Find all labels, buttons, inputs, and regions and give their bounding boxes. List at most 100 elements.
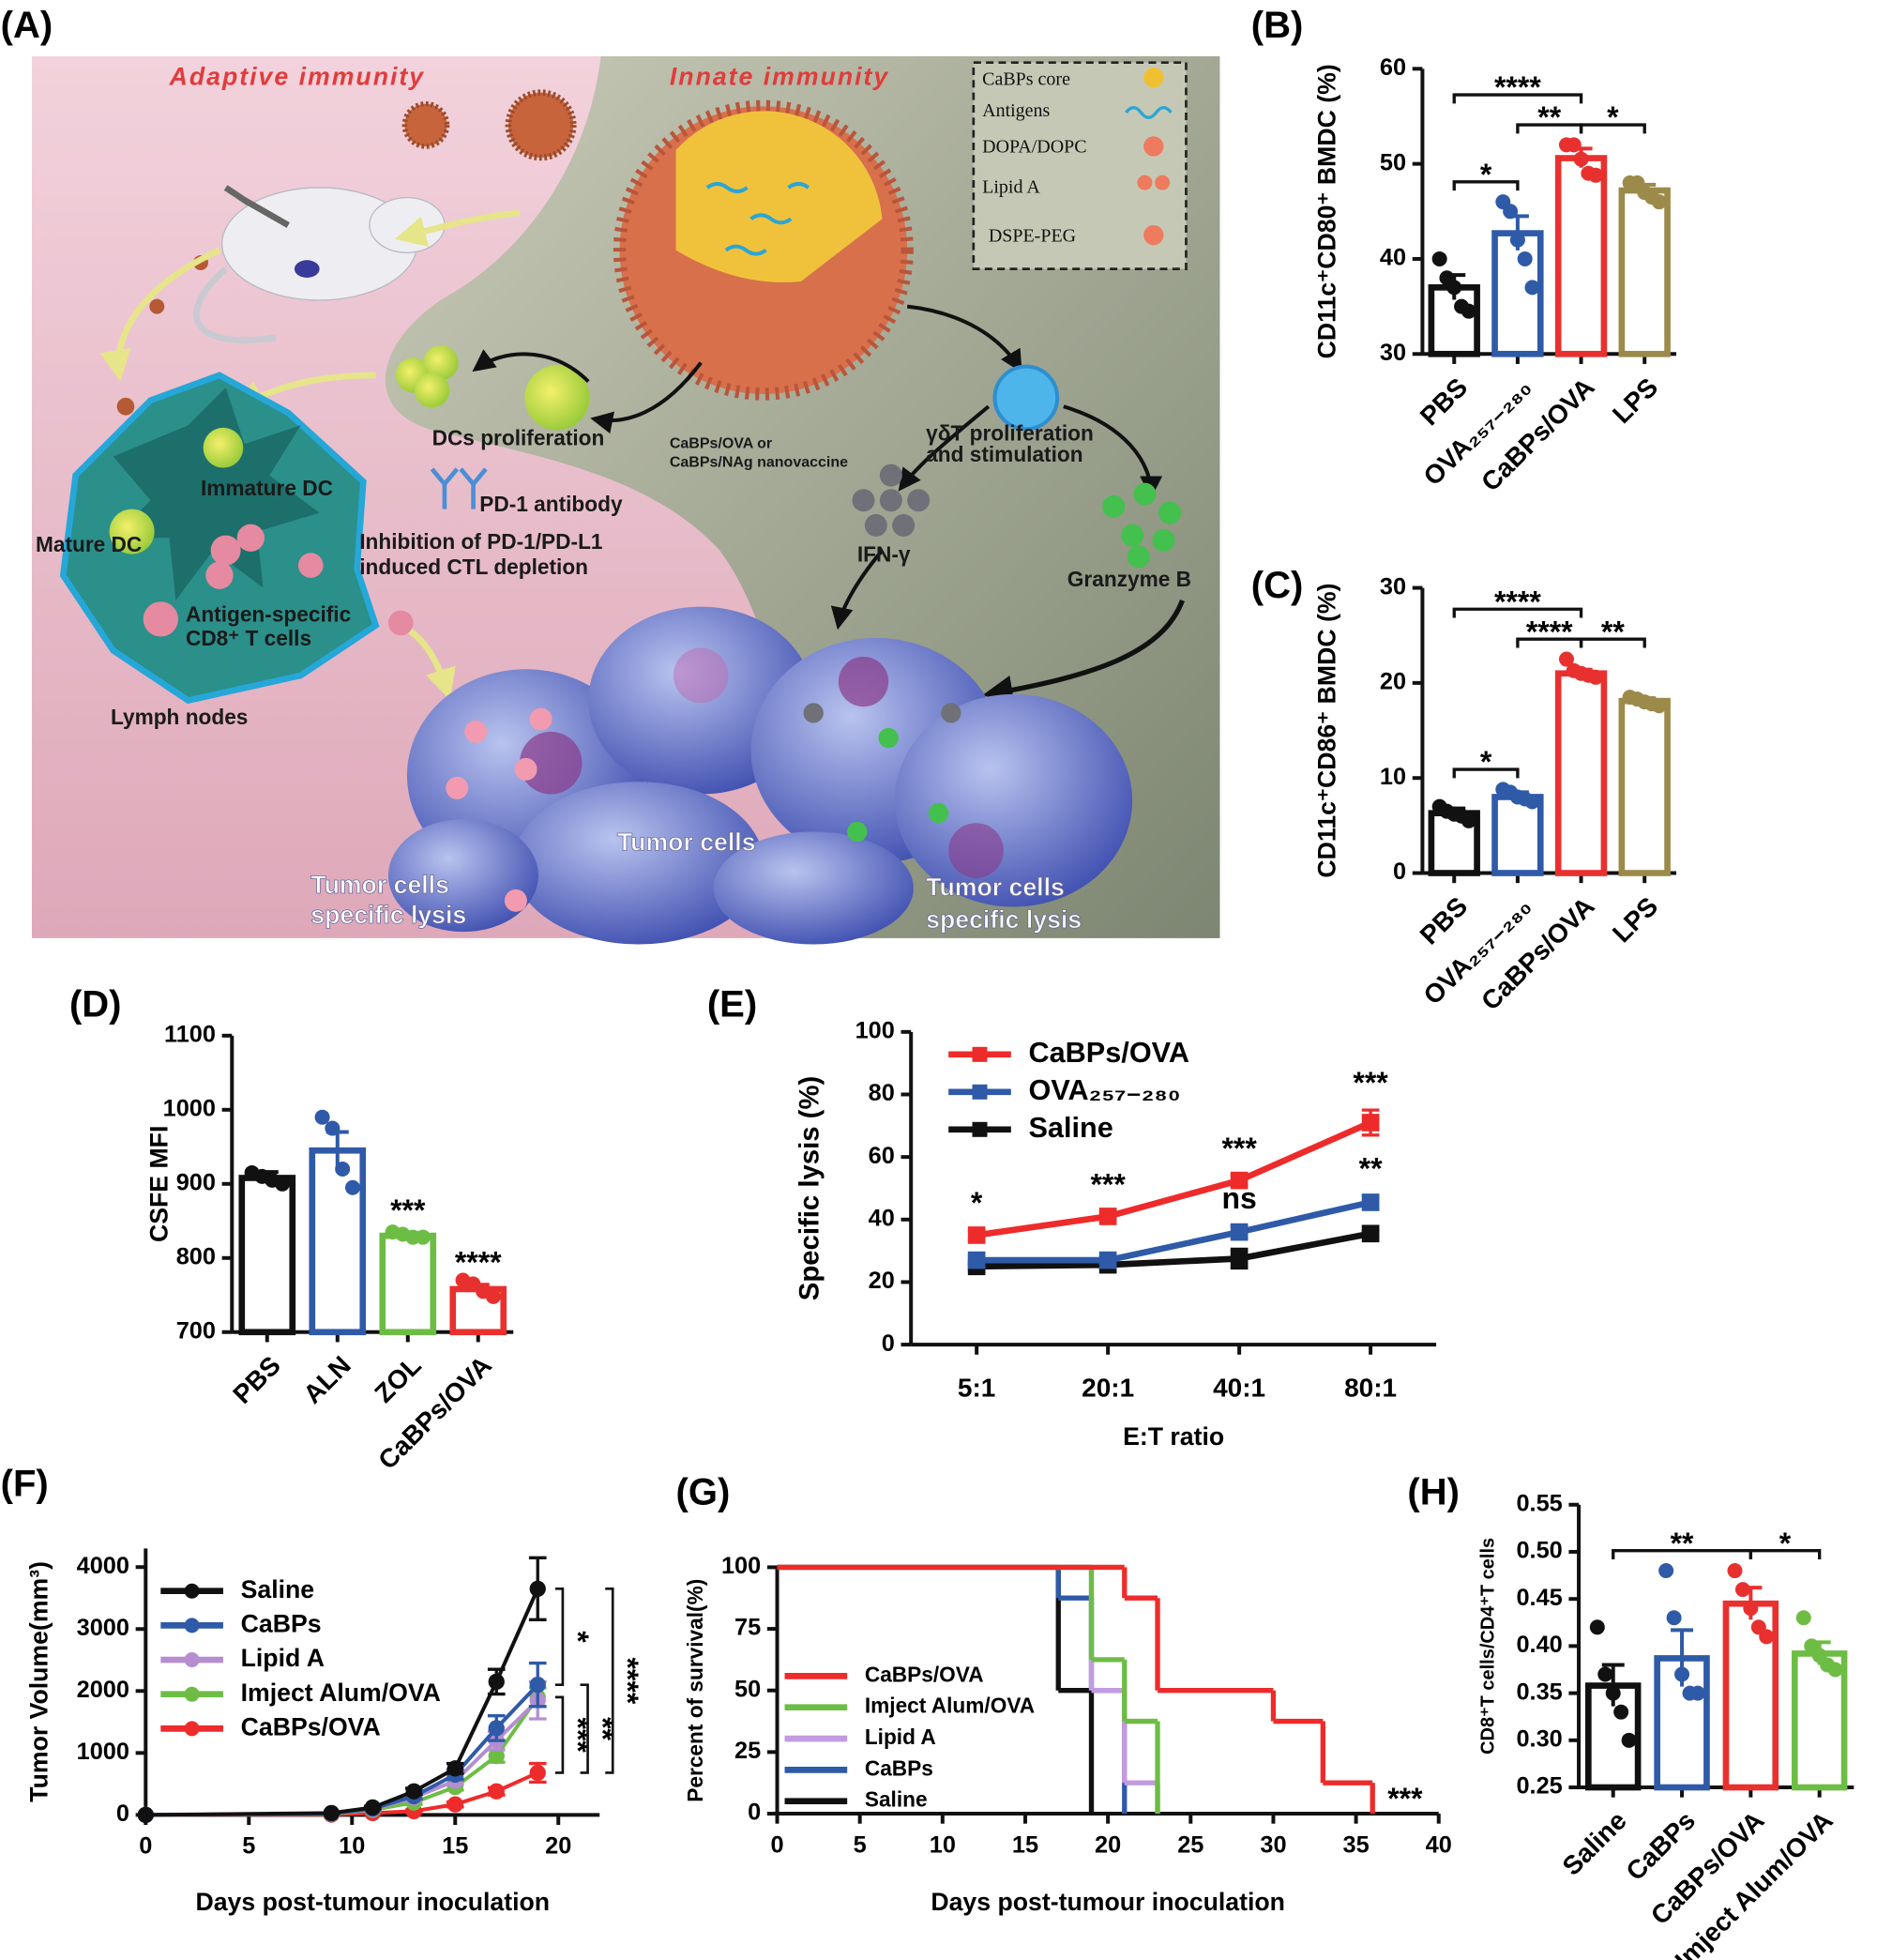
significance-bracket — [605, 1587, 614, 1774]
data-point — [1689, 1685, 1705, 1701]
data-point — [1613, 1704, 1629, 1720]
x-tick-label: 5 — [854, 1831, 867, 1858]
ifn-gamma — [852, 463, 931, 537]
x-tick-label: 40:1 — [1213, 1373, 1265, 1402]
significance-bracket — [554, 1587, 565, 1687]
arrow — [906, 304, 1022, 373]
diagram-text: Lymph nodes — [111, 705, 248, 729]
significance-label: **** — [611, 1657, 644, 1704]
data-point — [1573, 151, 1589, 167]
y-tick-label: 75 — [734, 1615, 761, 1641]
data-point — [488, 1720, 505, 1737]
y-tick-label: 0 — [748, 1800, 761, 1826]
x-tick-label: LPS — [1607, 372, 1663, 429]
dendritic-cell — [113, 387, 320, 600]
data-point — [1230, 1171, 1249, 1190]
data-point — [1431, 251, 1447, 266]
significance-label: ** — [1601, 615, 1625, 648]
legend-marker — [972, 1084, 988, 1100]
significance-label: *** — [1353, 1066, 1388, 1100]
legend-label: Lipid A — [241, 1644, 325, 1672]
legend-label: CaBPs/OVA — [241, 1712, 381, 1740]
significance-label: * — [1607, 100, 1619, 134]
y-tick-label: 0 — [1393, 858, 1406, 885]
y-tick-label: 0.40 — [1516, 1632, 1562, 1658]
significance-label: ** — [1671, 1527, 1694, 1560]
particle — [149, 298, 165, 314]
legend-marker — [184, 1652, 200, 1668]
data-point — [344, 1179, 360, 1195]
diagram-text: PD-1 antibody — [479, 492, 623, 516]
data-point — [1651, 698, 1667, 714]
data-point — [1621, 1732, 1637, 1748]
legend-marker — [184, 1686, 200, 1702]
bar — [1554, 155, 1608, 357]
diagram-text: Tumor cells — [310, 871, 449, 899]
legend-label: CaBPs — [865, 1755, 933, 1780]
legend-icon — [1155, 175, 1171, 190]
significance-bracket — [1452, 93, 1583, 104]
data-point — [1461, 813, 1476, 828]
bar — [238, 1175, 296, 1336]
t-cell — [143, 601, 178, 637]
y-tick-label: 1000 — [77, 1739, 129, 1765]
t-cell — [297, 553, 324, 578]
x-tick-label: PBS — [1415, 372, 1474, 432]
legend-label: Saline — [1028, 1112, 1113, 1144]
y-tick-label: 40 — [869, 1205, 895, 1231]
data-point — [447, 1796, 463, 1813]
particle — [401, 100, 450, 149]
y-tick-label: 60 — [869, 1143, 895, 1169]
y-tick-label: 900 — [176, 1169, 216, 1195]
series-line — [976, 1119, 1372, 1238]
nanoparticle-core — [675, 111, 883, 282]
x-axis-label: Days post-tumour inoculation — [931, 1888, 1285, 1916]
x-tick-label: 10 — [339, 1833, 365, 1860]
significance-bracket — [1452, 180, 1520, 191]
y-tick-label: 0.25 — [1516, 1773, 1562, 1800]
data-point — [529, 1580, 546, 1597]
diagram-text: Mature DC — [36, 532, 142, 556]
data-point — [1461, 303, 1476, 319]
x-tick-label: 80:1 — [1344, 1373, 1397, 1402]
bar — [379, 1232, 437, 1336]
legend-label: Imject Alum/OVA — [865, 1694, 1035, 1718]
legend-text: DOPA/DOPC — [982, 137, 1086, 158]
significance-bracket — [1579, 637, 1646, 648]
y-tick-label: 0 — [116, 1800, 129, 1827]
arrow — [982, 599, 1185, 706]
x-tick-label: 30 — [1260, 1831, 1286, 1858]
data-point — [1509, 232, 1525, 248]
diagram-text: induced CTL depletion — [359, 555, 588, 579]
legend-icon — [1143, 67, 1164, 88]
data-point — [1524, 280, 1540, 296]
data-point — [1795, 1610, 1811, 1626]
y-tick-label: 30 — [1380, 573, 1406, 600]
y-axis-label: CSFE MFI — [144, 1126, 173, 1242]
x-tick-label: Saline — [1557, 1806, 1632, 1881]
legend-text: Lipid A — [982, 176, 1040, 197]
y-tick-label: 0.35 — [1516, 1679, 1562, 1705]
arrow — [394, 209, 521, 247]
data-point — [488, 1783, 505, 1800]
data-point — [1588, 669, 1604, 685]
data-point — [274, 1176, 290, 1192]
y-tick-label: 1000 — [163, 1095, 216, 1121]
dc-cell — [524, 365, 590, 431]
series-line — [145, 1770, 539, 1817]
y-tick-label: 30 — [1380, 340, 1406, 366]
legend-marker — [972, 1121, 988, 1137]
section-heading: Innate immunity — [670, 63, 889, 91]
section-heading: Adaptive immunity — [169, 63, 425, 91]
data-point — [447, 1760, 463, 1777]
data-point — [1666, 1610, 1682, 1626]
significance-label: *** — [390, 1193, 426, 1227]
data-point — [1361, 1224, 1380, 1243]
data-point — [137, 1806, 154, 1824]
t-cell — [205, 561, 234, 589]
significance-bracket — [1579, 123, 1646, 134]
data-point — [1517, 251, 1533, 266]
diagram-text: Immature DC — [201, 476, 333, 500]
data-point — [405, 1783, 422, 1800]
